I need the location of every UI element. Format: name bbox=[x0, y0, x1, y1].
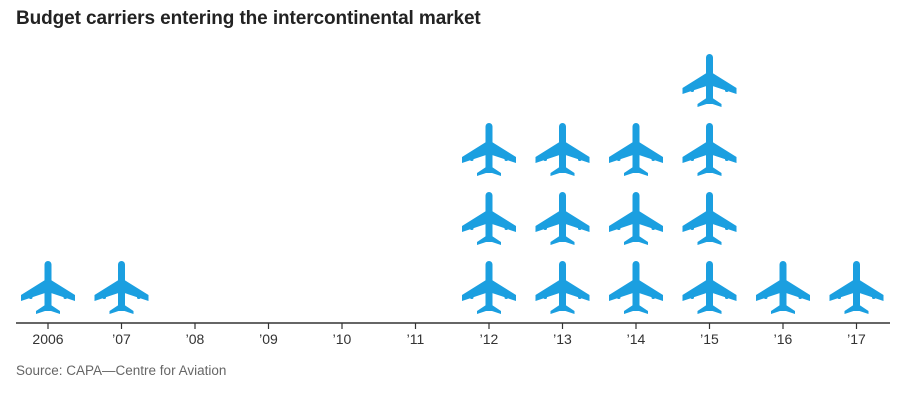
airplane-icon bbox=[609, 192, 663, 245]
airplane-icon bbox=[682, 123, 737, 176]
x-tick-label: ’13 bbox=[553, 331, 572, 347]
x-axis-ticks: 2006 ’07 ’08 ’09 ’10 ’11 ’12 ’13 ’14 ’15 ’16 ’17 bbox=[32, 323, 866, 347]
airplane-icon bbox=[682, 192, 737, 245]
x-tick-label: ’08 bbox=[186, 331, 205, 347]
airplane-icon bbox=[756, 261, 810, 314]
airplane-icon bbox=[609, 261, 663, 314]
x-tick-label: ’15 bbox=[700, 331, 719, 347]
airplane-icon bbox=[609, 123, 663, 176]
airplane-icon bbox=[94, 261, 149, 314]
airplane-icon bbox=[535, 192, 590, 245]
source-note: Source: CAPA—Centre for Aviation bbox=[16, 363, 227, 378]
x-tick-label: ’09 bbox=[259, 331, 278, 347]
airplane-icon bbox=[535, 123, 590, 176]
airplane-icon bbox=[682, 54, 737, 107]
x-tick-label: ’14 bbox=[627, 331, 646, 347]
x-tick-label: ’10 bbox=[333, 331, 352, 347]
airplane-icon bbox=[462, 261, 516, 314]
x-tick-label: ’17 bbox=[847, 331, 866, 347]
x-tick-label: ’12 bbox=[480, 331, 499, 347]
airplane-icon bbox=[535, 261, 590, 314]
airplane-icon bbox=[682, 261, 737, 314]
airplane-icon bbox=[462, 123, 516, 176]
plane-marks bbox=[21, 54, 884, 314]
x-tick-label: ’07 bbox=[112, 331, 131, 347]
airplane-icon bbox=[21, 261, 75, 314]
x-tick-label: ’16 bbox=[774, 331, 793, 347]
airplane-icon bbox=[462, 192, 516, 245]
airplane-icon bbox=[829, 261, 884, 314]
x-tick-label: 2006 bbox=[32, 331, 63, 347]
x-tick-label: ’11 bbox=[407, 331, 425, 347]
chart-title: Budget carriers entering the intercontin… bbox=[16, 8, 481, 29]
pictogram-chart: 2006 ’07 ’08 ’09 ’10 ’11 ’12 ’13 ’14 ’15 ’16 ’17 bbox=[16, 54, 890, 347]
